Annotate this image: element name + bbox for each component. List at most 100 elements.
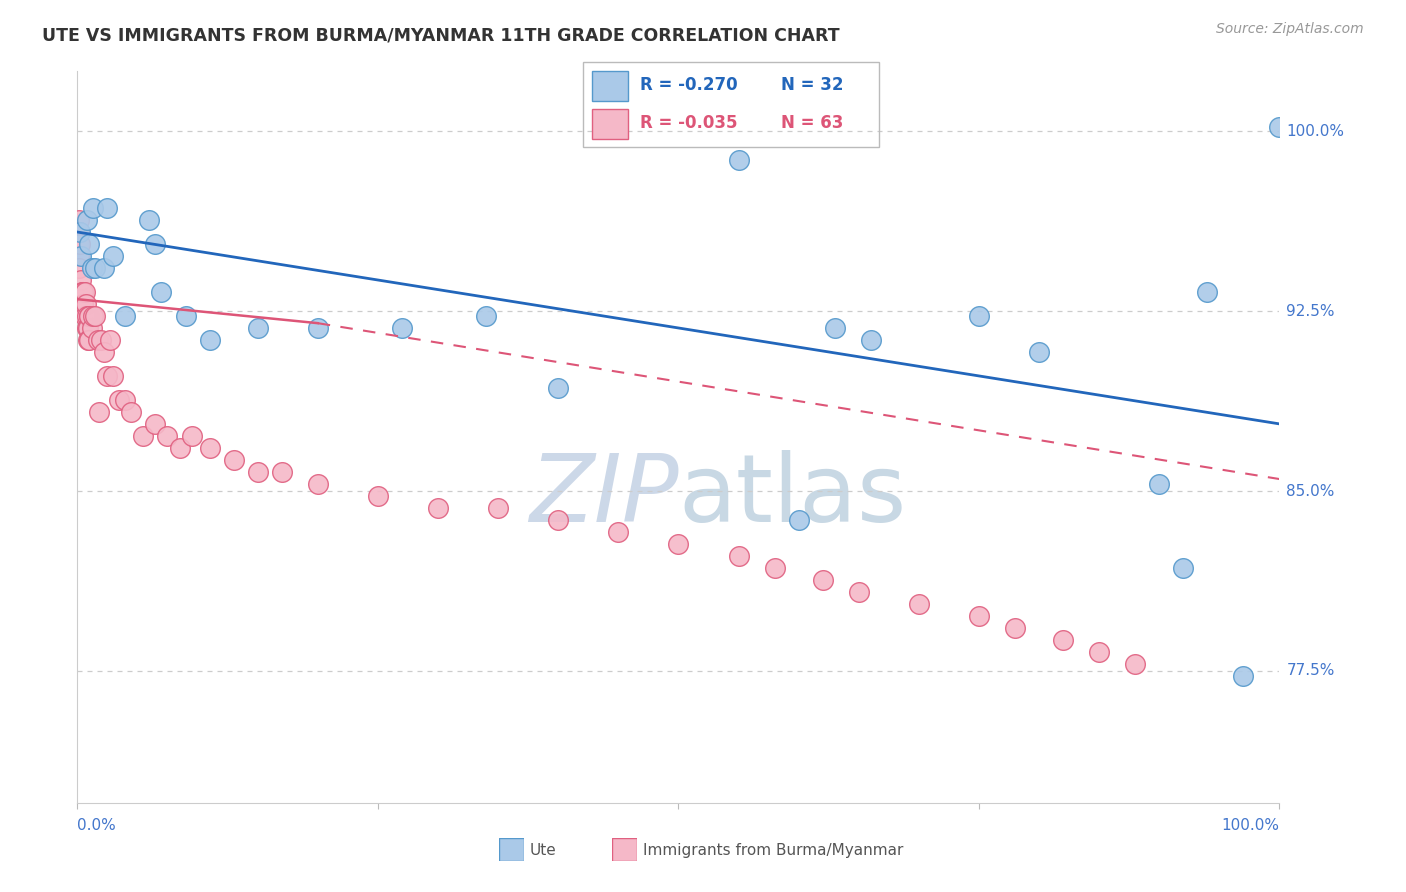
Point bbox=[98, 333, 121, 347]
Point bbox=[180, 429, 202, 443]
Point bbox=[156, 429, 179, 443]
Point bbox=[79, 237, 101, 252]
Point bbox=[475, 309, 498, 323]
Point bbox=[67, 237, 90, 252]
Point bbox=[108, 392, 131, 407]
Point bbox=[198, 441, 221, 455]
Text: Source: ZipAtlas.com: Source: ZipAtlas.com bbox=[1216, 22, 1364, 37]
Point bbox=[246, 465, 269, 479]
Point bbox=[80, 260, 103, 275]
Point bbox=[70, 273, 93, 287]
Point bbox=[1052, 632, 1074, 647]
Point bbox=[77, 333, 100, 347]
Point bbox=[174, 309, 197, 323]
Point bbox=[547, 513, 569, 527]
Point bbox=[607, 524, 630, 539]
Point bbox=[1088, 645, 1111, 659]
Point bbox=[82, 309, 104, 323]
Point bbox=[222, 453, 245, 467]
Point bbox=[763, 561, 786, 575]
Point bbox=[67, 213, 90, 227]
Point bbox=[138, 213, 160, 227]
Point bbox=[120, 405, 142, 419]
Point bbox=[145, 237, 167, 252]
Text: R = -0.270: R = -0.270 bbox=[640, 77, 737, 95]
Point bbox=[132, 429, 155, 443]
Point bbox=[77, 321, 100, 335]
Point bbox=[427, 500, 450, 515]
Point bbox=[908, 597, 931, 611]
Point bbox=[90, 333, 112, 347]
Point bbox=[1028, 345, 1050, 359]
Point bbox=[169, 441, 191, 455]
Point bbox=[1268, 120, 1291, 134]
Point bbox=[69, 225, 91, 239]
Point bbox=[486, 500, 509, 515]
Point bbox=[198, 333, 221, 347]
Point bbox=[69, 237, 91, 252]
Point bbox=[67, 260, 90, 275]
Point bbox=[307, 321, 329, 335]
Point bbox=[67, 225, 90, 239]
Point bbox=[70, 285, 93, 299]
Bar bbox=[592, 109, 627, 139]
Point bbox=[96, 368, 118, 383]
Point bbox=[103, 368, 125, 383]
Text: ZIP: ZIP bbox=[529, 450, 679, 541]
Point bbox=[1173, 561, 1195, 575]
Point bbox=[75, 297, 97, 311]
Text: 0.0%: 0.0% bbox=[77, 818, 117, 832]
Point bbox=[727, 153, 749, 167]
Point bbox=[150, 285, 173, 299]
Point bbox=[70, 249, 93, 263]
Point bbox=[1197, 285, 1219, 299]
Point bbox=[72, 297, 94, 311]
Point bbox=[246, 321, 269, 335]
Point bbox=[307, 476, 329, 491]
Point bbox=[79, 309, 101, 323]
Point bbox=[270, 465, 292, 479]
Point bbox=[84, 260, 107, 275]
Point bbox=[967, 608, 990, 623]
Text: Ute: Ute bbox=[530, 843, 557, 857]
Point bbox=[73, 309, 96, 323]
Point bbox=[87, 333, 110, 347]
Point bbox=[93, 260, 115, 275]
Text: 100.0%: 100.0% bbox=[1286, 124, 1344, 139]
Point bbox=[145, 417, 167, 431]
Point bbox=[967, 309, 990, 323]
Text: N = 32: N = 32 bbox=[782, 77, 844, 95]
Point bbox=[84, 309, 107, 323]
Point bbox=[367, 489, 389, 503]
Text: N = 63: N = 63 bbox=[782, 114, 844, 132]
Point bbox=[82, 201, 104, 215]
Point bbox=[76, 213, 98, 227]
Point bbox=[787, 513, 810, 527]
Text: atlas: atlas bbox=[679, 450, 907, 541]
Text: 85.0%: 85.0% bbox=[1286, 483, 1334, 499]
Point bbox=[1123, 657, 1146, 671]
Point bbox=[96, 201, 118, 215]
Point bbox=[72, 285, 94, 299]
Point bbox=[824, 321, 846, 335]
Text: 77.5%: 77.5% bbox=[1286, 664, 1334, 679]
Point bbox=[67, 225, 90, 239]
Point bbox=[67, 225, 90, 239]
Point bbox=[547, 381, 569, 395]
Point bbox=[1232, 669, 1254, 683]
Point bbox=[80, 321, 103, 335]
Point bbox=[114, 309, 136, 323]
Point bbox=[67, 249, 90, 263]
Text: 92.5%: 92.5% bbox=[1286, 303, 1334, 318]
Point bbox=[114, 392, 136, 407]
Point bbox=[103, 249, 125, 263]
Point bbox=[67, 225, 90, 239]
Point bbox=[811, 573, 834, 587]
Point bbox=[87, 405, 110, 419]
Point bbox=[727, 549, 749, 563]
Point bbox=[668, 537, 690, 551]
Text: UTE VS IMMIGRANTS FROM BURMA/MYANMAR 11TH GRADE CORRELATION CHART: UTE VS IMMIGRANTS FROM BURMA/MYANMAR 11T… bbox=[42, 27, 839, 45]
Point bbox=[79, 309, 101, 323]
Point bbox=[859, 333, 882, 347]
Point bbox=[72, 285, 94, 299]
